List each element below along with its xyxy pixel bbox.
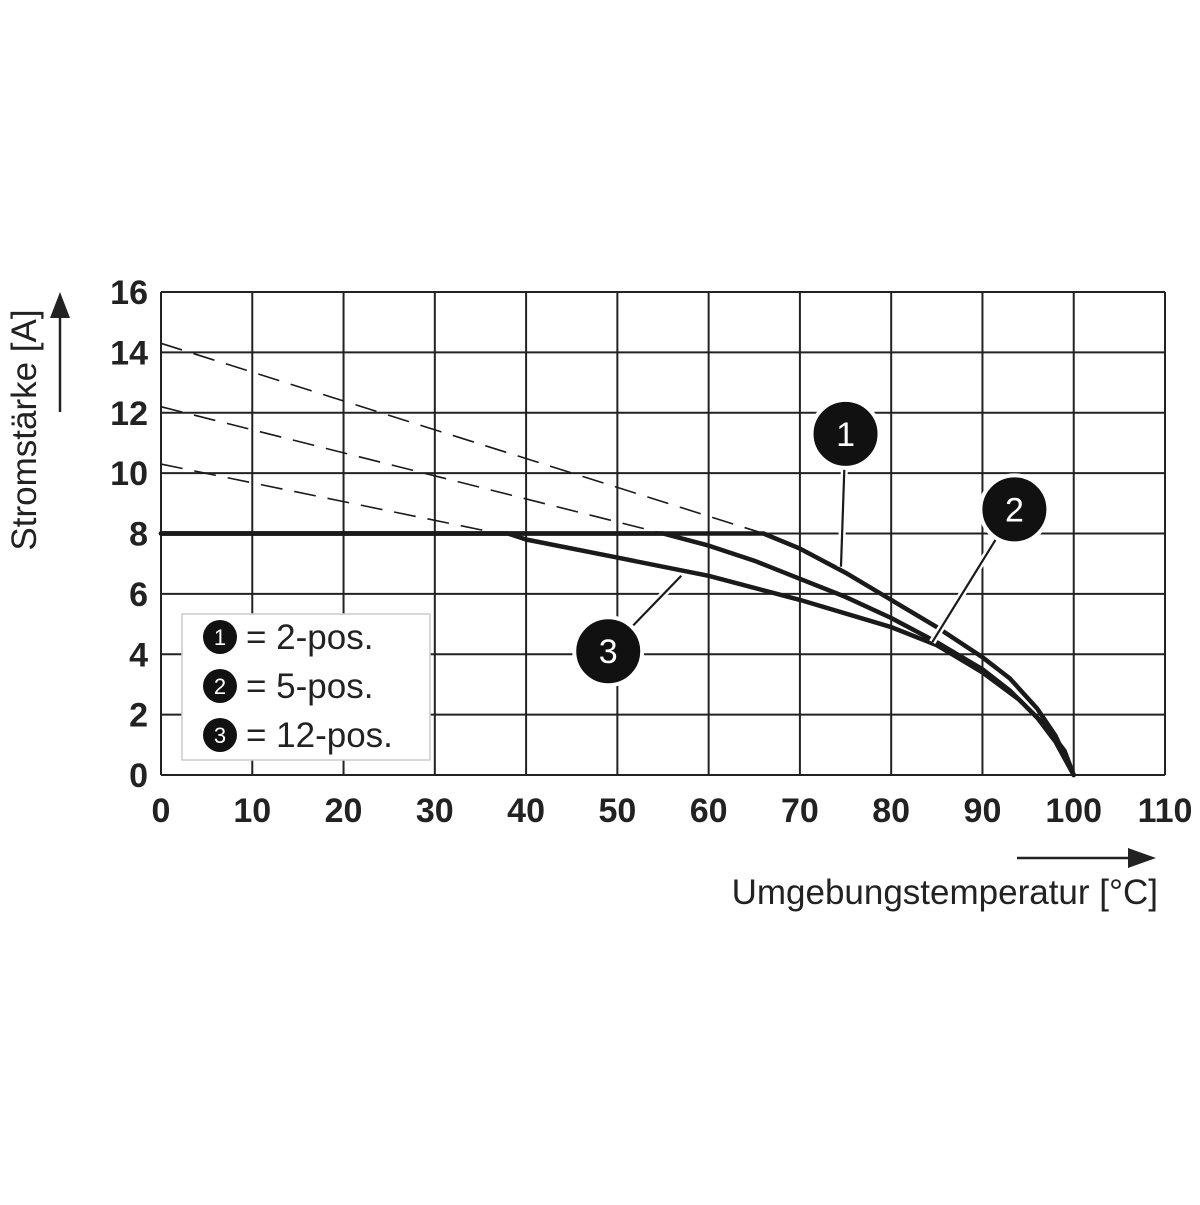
- legend-label: = 5-pos.: [246, 667, 373, 706]
- callout-number: 2: [1005, 491, 1024, 529]
- legend-marker-number: 1: [214, 625, 226, 650]
- x-tick-label: 30: [416, 792, 454, 830]
- x-tick-label: 80: [872, 792, 910, 830]
- legend-marker-number: 3: [214, 723, 226, 748]
- y-tick-label: 4: [129, 636, 148, 674]
- x-tick-label: 20: [325, 792, 363, 830]
- legend-marker: [203, 620, 237, 654]
- series-1-line: [158, 531, 1076, 778]
- y-tick-label: 2: [129, 697, 148, 735]
- y-axis-label: Stromstärke [A]: [5, 309, 44, 550]
- callout-bubble: [572, 615, 645, 688]
- x-tick-label: 60: [690, 792, 728, 830]
- x-tick-label: 90: [964, 792, 1002, 830]
- callout-bubble: [809, 397, 882, 470]
- callout-number: 3: [599, 633, 618, 671]
- legend-item-1: 1 = 2-pos.: [203, 618, 373, 657]
- y-tick-label: 14: [110, 334, 148, 372]
- x-tick-label: 0: [152, 792, 171, 830]
- series-lines: [158, 531, 1076, 778]
- x-tick-label: 100: [1045, 792, 1102, 830]
- x-axis-ticks: 0 10 20 30 40 50 60 70 80 90 100 110: [152, 792, 1193, 830]
- x-tick-label: 70: [781, 792, 819, 830]
- series-1-dashed-extension: [160, 342, 764, 535]
- series-3-callout: 3: [572, 573, 684, 688]
- y-tick-label: 10: [110, 455, 148, 493]
- callout-bubble: [978, 473, 1051, 546]
- y-tick-label: 6: [129, 576, 148, 614]
- derating-extensions: [160, 342, 764, 535]
- y-tick-label: 12: [110, 395, 148, 433]
- x-tick-label: 10: [233, 792, 271, 830]
- y-tick-label: 8: [129, 516, 148, 554]
- legend: 1 = 2-pos. 2 = 5-pos. 3 = 12-pos.: [181, 613, 431, 761]
- legend-item-2: 2 = 5-pos.: [203, 667, 373, 706]
- x-tick-label: 50: [598, 792, 636, 830]
- x-axis-label: Umgebungstemperatur [°C]: [732, 873, 1158, 912]
- y-axis-title: Stromstärke [A]: [5, 292, 70, 551]
- y-axis-ticks: 0 2 4 6 8 10 12 14 16: [110, 274, 148, 795]
- x-tick-label: 40: [507, 792, 545, 830]
- x-axis-title: Umgebungstemperatur [°C]: [732, 848, 1158, 912]
- series-2-callout: 2: [929, 473, 1051, 645]
- legend-marker: [203, 669, 237, 703]
- x-tick-label: 110: [1138, 792, 1193, 830]
- series-3-dashed-extension: [160, 463, 499, 535]
- y-axis-arrow-icon: [50, 292, 70, 318]
- x-axis-arrow-icon: [1128, 848, 1156, 868]
- legend-label: = 2-pos.: [246, 618, 373, 657]
- legend-marker: [203, 718, 237, 752]
- legend-marker-number: 2: [214, 674, 226, 699]
- series-callouts: 1 2 3: [572, 397, 1051, 688]
- legend-item-3: 3 = 12-pos.: [203, 716, 393, 755]
- y-tick-label: 0: [129, 757, 148, 795]
- legend-label: = 12-pos.: [246, 716, 393, 755]
- y-tick-label: 16: [110, 274, 148, 312]
- series-1-callout: 1: [809, 397, 882, 567]
- callout-number: 1: [836, 416, 855, 454]
- series-2-dashed-extension: [160, 405, 664, 535]
